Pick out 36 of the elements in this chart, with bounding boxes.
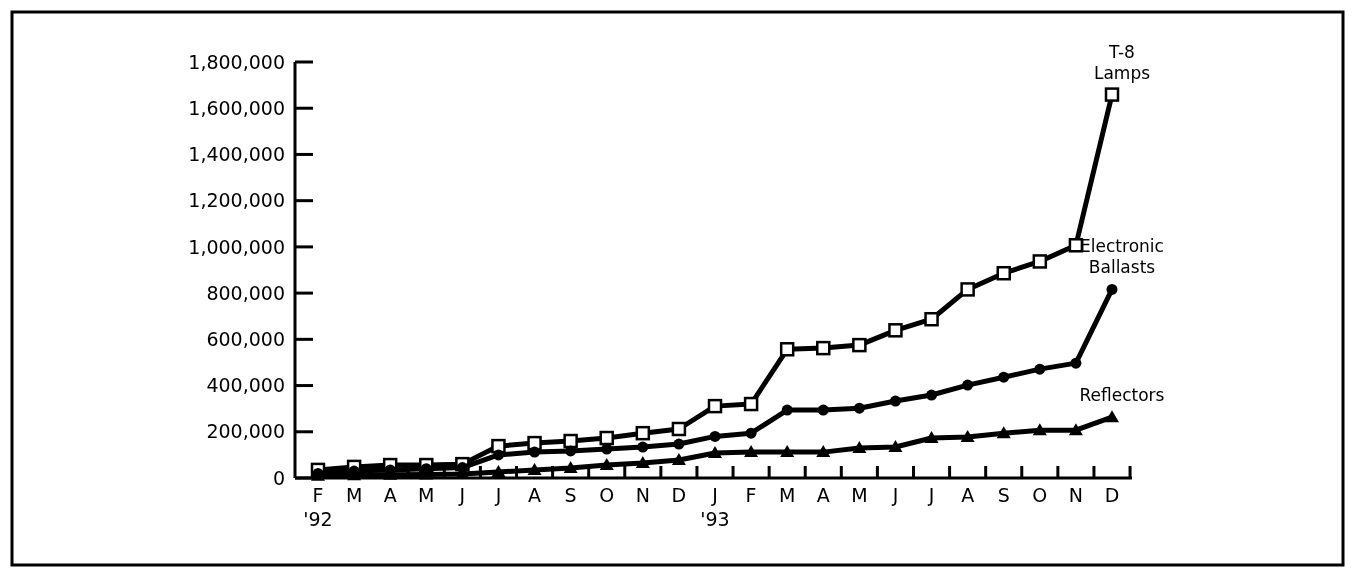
series-label: Electronic Ballasts: [1080, 236, 1164, 278]
y-tick-label: 1,800,000: [188, 50, 285, 73]
x-tick-label: M: [851, 484, 868, 506]
y-tick-label: 400,000: [206, 374, 285, 397]
series-label: T-8 Lamps: [1093, 41, 1151, 83]
x-tick-label: N: [635, 484, 650, 506]
x-tick-label: J: [494, 484, 502, 506]
y-tick-label: 800,000: [206, 281, 285, 304]
x-tick-label: S: [997, 484, 1010, 506]
y-tick-label: 0: [272, 466, 285, 489]
x-tick-label: J: [458, 484, 466, 506]
x-tick-label: M: [418, 484, 435, 506]
x-tick-label: M: [345, 484, 363, 506]
x-tick-label: S: [564, 484, 577, 506]
x-tick-label: J: [891, 484, 899, 506]
y-tick-label: 1,400,000: [188, 143, 285, 166]
x-tick-label: O: [1032, 484, 1048, 506]
y-tick-label: 1,600,000: [188, 96, 285, 119]
y-tick-label: 1,200,000: [188, 189, 285, 212]
x-tick-label: F '92: [303, 484, 333, 530]
series-label: Reflectors: [1079, 385, 1165, 406]
x-tick-label: F: [745, 484, 757, 506]
x-tick-label: O: [599, 484, 615, 506]
y-tick-label: 1,000,000: [188, 235, 285, 258]
x-tick-label: J '93: [700, 484, 730, 530]
x-tick-label: D: [671, 484, 687, 506]
x-tick-label: D: [1104, 484, 1120, 506]
x-tick-label: N: [1068, 484, 1084, 506]
x-tick-label: J: [927, 484, 935, 506]
y-tick-label: 600,000: [206, 327, 285, 350]
x-tick-label: A: [528, 484, 542, 506]
y-tick-label: 200,000: [206, 420, 285, 443]
x-tick-label: A: [961, 484, 975, 506]
x-tick-label: M: [778, 484, 796, 506]
x-tick-label: A: [383, 484, 397, 506]
x-tick-label: A: [816, 484, 830, 506]
